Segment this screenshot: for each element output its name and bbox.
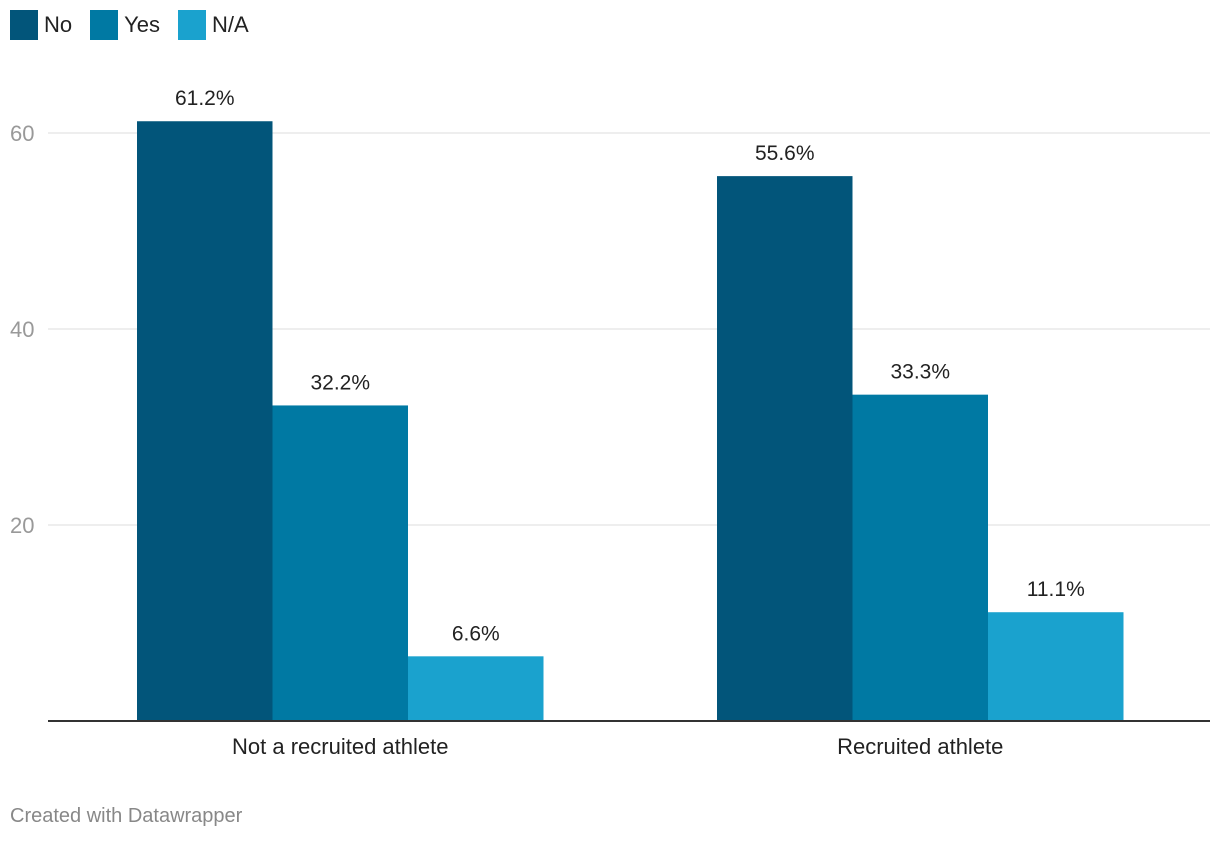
bar-yes-1 (852, 394, 988, 721)
legend: No Yes N/A (10, 10, 249, 40)
legend-label-no: No (44, 12, 73, 37)
legend-label-na: N/A (212, 12, 249, 37)
legend-label-yes: Yes (124, 12, 161, 37)
bar-no-1 (717, 176, 853, 721)
bar-na-0 (408, 656, 544, 721)
footer-credit: Created with Datawrapper (10, 805, 243, 827)
data-label-yes-1: 33.3% (890, 361, 950, 384)
legend-swatch-yes (90, 10, 119, 40)
y-tick-label-40: 40 (10, 317, 34, 342)
x-tick-label-0: Not a recruited athlete (232, 734, 448, 759)
data-label-yes-0: 32.2% (310, 371, 370, 394)
data-label-no-0: 61.2% (175, 87, 235, 110)
y-tick-label-60: 60 (10, 121, 34, 146)
bar-yes-0 (272, 405, 408, 721)
data-label-na-0: 6.6% (452, 622, 500, 645)
legend-item-no: No (10, 10, 72, 40)
legend-item-yes: Yes (90, 10, 160, 40)
bar-no-0 (137, 121, 273, 722)
x-tick-label-1: Recruited athlete (837, 734, 1003, 759)
data-label-no-1: 55.6% (755, 142, 815, 165)
data-label-na-1: 11.1% (1027, 578, 1085, 601)
y-tick-label-20: 20 (10, 513, 34, 538)
legend-swatch-no (10, 10, 38, 40)
legend-item-na: N/A (178, 10, 249, 40)
bar-na-1 (988, 612, 1124, 721)
legend-swatch-na (178, 10, 207, 40)
